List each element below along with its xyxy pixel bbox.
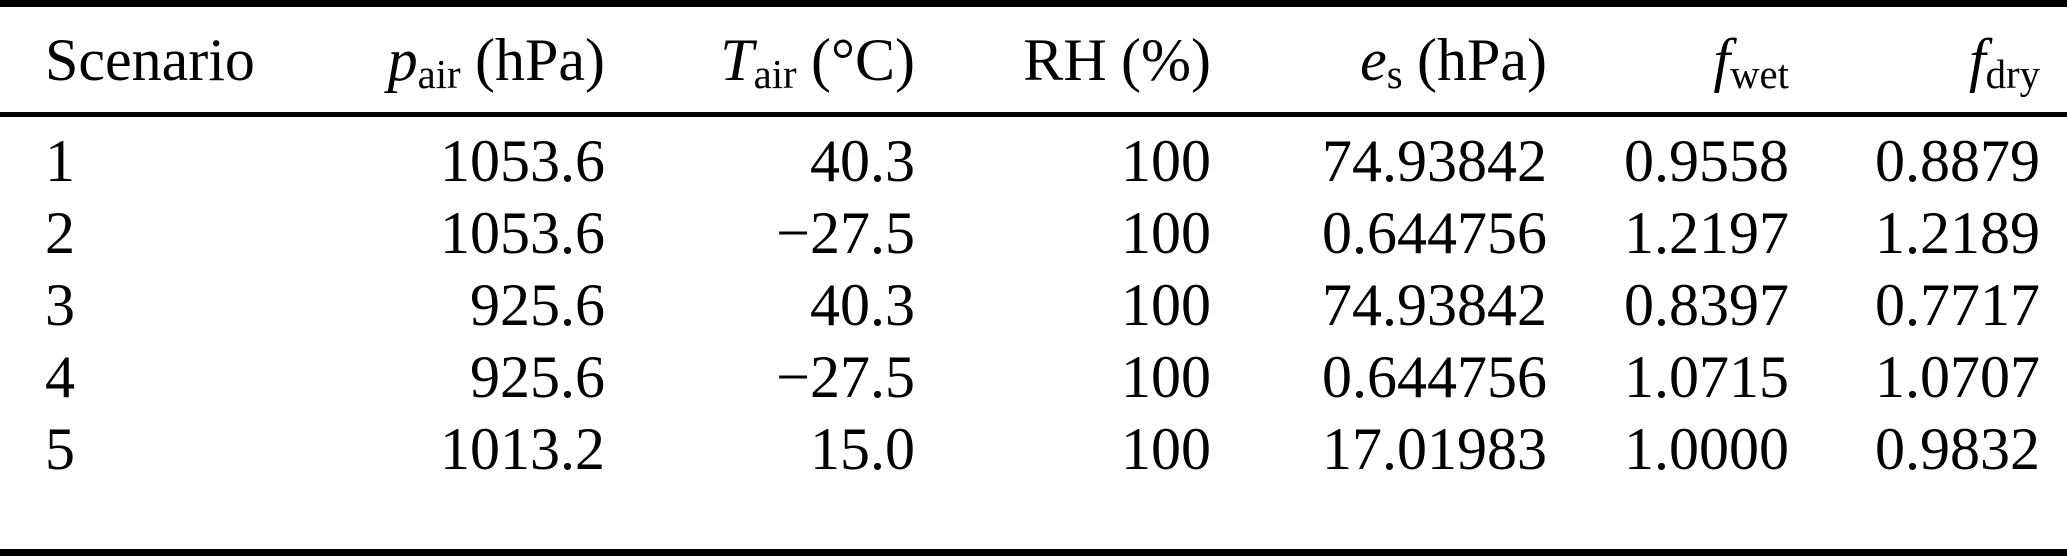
header-unit: (°C) (811, 26, 915, 93)
header-variable: e (1360, 26, 1387, 93)
value-cell: 0.644756 (1322, 200, 1547, 266)
table-row: 2 1053.6 −27.5 100 0.644756 1.2197 1.2189 (0, 197, 2067, 269)
table-top-rule (0, 0, 2067, 7)
header-subscript: air (753, 52, 797, 98)
column-header-scenario: Scenario (0, 30, 310, 90)
value-cell: 100 (1121, 272, 1211, 338)
scenario-cell: 1 (45, 128, 75, 194)
value-cell: 1.0715 (1624, 344, 1789, 410)
value-cell: 100 (1121, 344, 1211, 410)
value-cell: 17.01983 (1322, 416, 1547, 482)
column-header-f-dry: fdry (1789, 26, 2067, 96)
value-cell: −27.5 (776, 200, 915, 266)
column-header-p-air: pair (hPa) (310, 26, 605, 96)
value-cell: 0.8879 (1875, 128, 2040, 194)
header-variable: f (1713, 26, 1731, 93)
header-row: Scenario pair (hPa) Tair (°C) RH (%) es (hPa) fwe… (0, 7, 2067, 112)
scenario-cell: 3 (45, 272, 75, 338)
table-body: 1 1053.6 40.3 100 74.93842 0.9558 0.8879 2 1053.… (0, 117, 2067, 549)
value-cell: 100 (1121, 200, 1211, 266)
column-header-t-air: Tair (°C) (605, 26, 915, 96)
value-cell: 1053.6 (440, 200, 605, 266)
value-cell: 40.3 (810, 272, 915, 338)
header-text: RH (1023, 26, 1107, 93)
table-header-rule (0, 112, 2067, 117)
header-subscript: s (1386, 52, 1403, 98)
table-row: 4 925.6 −27.5 100 0.644756 1.0715 1.0707 (0, 341, 2067, 413)
value-cell: 100 (1121, 416, 1211, 482)
table-row: 1 1053.6 40.3 100 74.93842 0.9558 0.8879 (0, 125, 2067, 197)
value-cell: 15.0 (810, 416, 915, 482)
value-cell: 1.2189 (1875, 200, 2040, 266)
value-cell: 0.9558 (1624, 128, 1789, 194)
column-header-f-wet: fwet (1547, 26, 1789, 96)
table-row: 3 925.6 40.3 100 74.93842 0.8397 0.7717 (0, 269, 2067, 341)
value-cell: 1.0707 (1875, 344, 2040, 410)
value-cell: 0.8397 (1624, 272, 1789, 338)
header-text: Scenario (45, 26, 255, 93)
value-cell: 0.7717 (1875, 272, 2040, 338)
value-cell: 1013.2 (440, 416, 605, 482)
scenario-cell: 5 (45, 416, 75, 482)
header-unit: (hPa) (1417, 26, 1547, 93)
value-cell: 74.93842 (1322, 128, 1547, 194)
table-row: 5 1013.2 15.0 100 17.01983 1.0000 0.9832 (0, 413, 2067, 485)
value-cell: 0.9832 (1875, 416, 2040, 482)
value-cell: 40.3 (810, 128, 915, 194)
header-subscript: wet (1730, 52, 1789, 98)
header-subscript: dry (1985, 52, 2040, 98)
header-subscript: air (417, 52, 461, 98)
value-cell: −27.5 (776, 344, 915, 410)
value-cell: 1.0000 (1624, 416, 1789, 482)
scenario-cell: 4 (45, 344, 75, 410)
header-unit: (hPa) (475, 26, 605, 93)
header-unit: (%) (1121, 26, 1211, 93)
header-variable: f (1968, 26, 1986, 93)
value-cell: 1.2197 (1624, 200, 1789, 266)
table-bottom-rule (0, 549, 2067, 556)
scenario-cell: 2 (45, 200, 75, 266)
column-header-rh: RH (%) (915, 30, 1211, 90)
column-header-e-s: es (hPa) (1211, 26, 1547, 96)
value-cell: 0.644756 (1322, 344, 1547, 410)
value-cell: 1053.6 (440, 128, 605, 194)
header-variable: T (720, 26, 754, 93)
value-cell: 74.93842 (1322, 272, 1547, 338)
value-cell: 925.6 (470, 344, 605, 410)
value-cell: 100 (1121, 128, 1211, 194)
header-variable: p (387, 26, 418, 93)
value-cell: 925.6 (470, 272, 605, 338)
